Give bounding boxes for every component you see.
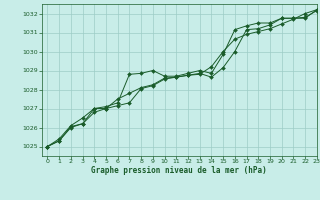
- X-axis label: Graphe pression niveau de la mer (hPa): Graphe pression niveau de la mer (hPa): [91, 166, 267, 175]
